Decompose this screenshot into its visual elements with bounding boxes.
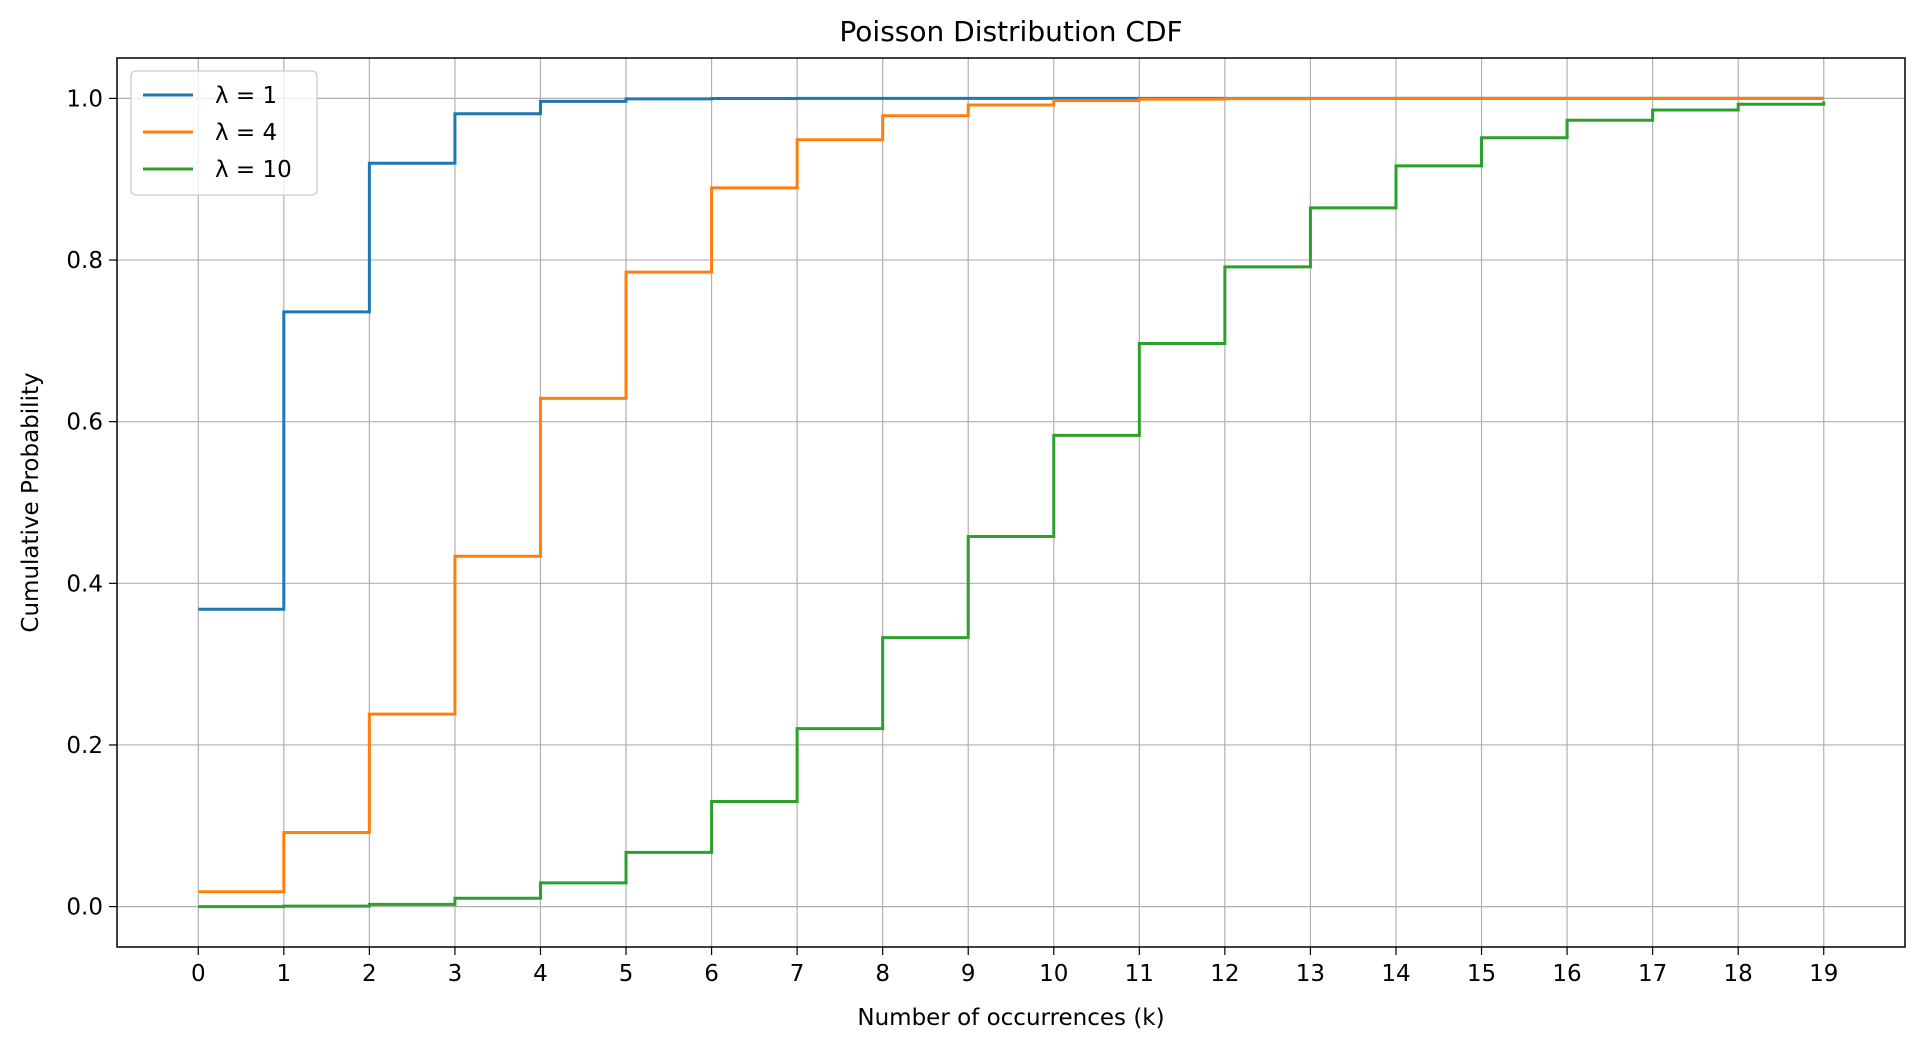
legend: λ = 1 λ = 4 λ = 10 <box>130 70 318 196</box>
series-lines <box>198 96 1826 909</box>
x-tick-label: 0 <box>191 961 206 987</box>
x-tick-label: 6 <box>704 961 719 987</box>
x-tick-label: 14 <box>1381 961 1410 987</box>
y-tick-label: 1.0 <box>66 86 103 112</box>
x-tick-label: 8 <box>875 961 890 987</box>
legend-box <box>130 70 318 196</box>
axes-frame <box>116 57 1906 948</box>
y-axis-label: Cumulative Probability <box>18 372 44 632</box>
legend-label-0: λ = 1 <box>215 83 277 109</box>
legend-label-2: λ = 10 <box>215 157 292 183</box>
x-tick-label: 7 <box>790 961 805 987</box>
x-tick-label: 5 <box>619 961 634 987</box>
series-line-2 <box>198 101 1826 909</box>
x-tick-label: 10 <box>1039 961 1068 987</box>
x-tick-label: 1 <box>277 961 292 987</box>
x-tick-label: 19 <box>1809 961 1838 987</box>
x-tick-label: 18 <box>1724 961 1753 987</box>
y-tick-label: 0.2 <box>66 733 103 759</box>
x-tick-label: 15 <box>1467 961 1496 987</box>
y-tick-label: 0.6 <box>66 410 103 436</box>
x-axis-ticks: 0 1 2 3 4 5 6 7 8 9 10 11 12 13 14 15 16 17 18 19 <box>191 947 1838 987</box>
y-tick-label: 0.4 <box>66 571 103 597</box>
x-tick-label: 16 <box>1552 961 1581 987</box>
series-line-1 <box>198 96 1824 894</box>
legend-label-1: λ = 4 <box>215 120 277 146</box>
x-tick-label: 11 <box>1125 961 1154 987</box>
x-tick-label: 9 <box>961 961 976 987</box>
x-tick-label: 3 <box>448 961 463 987</box>
y-tick-label: 0.8 <box>66 248 103 274</box>
y-tick-label: 0.0 <box>66 895 103 921</box>
x-tick-label: 4 <box>533 961 548 987</box>
x-tick-label: 2 <box>362 961 377 987</box>
x-axis-label: Number of occurrences (k) <box>857 1005 1164 1031</box>
y-axis-ticks: 0.0 0.2 0.4 0.6 0.8 1.0 <box>66 86 117 921</box>
x-tick-label: 13 <box>1296 961 1325 987</box>
x-tick-label: 17 <box>1638 961 1667 987</box>
chart-title: Poisson Distribution CDF <box>839 15 1182 48</box>
x-tick-label: 12 <box>1210 961 1239 987</box>
